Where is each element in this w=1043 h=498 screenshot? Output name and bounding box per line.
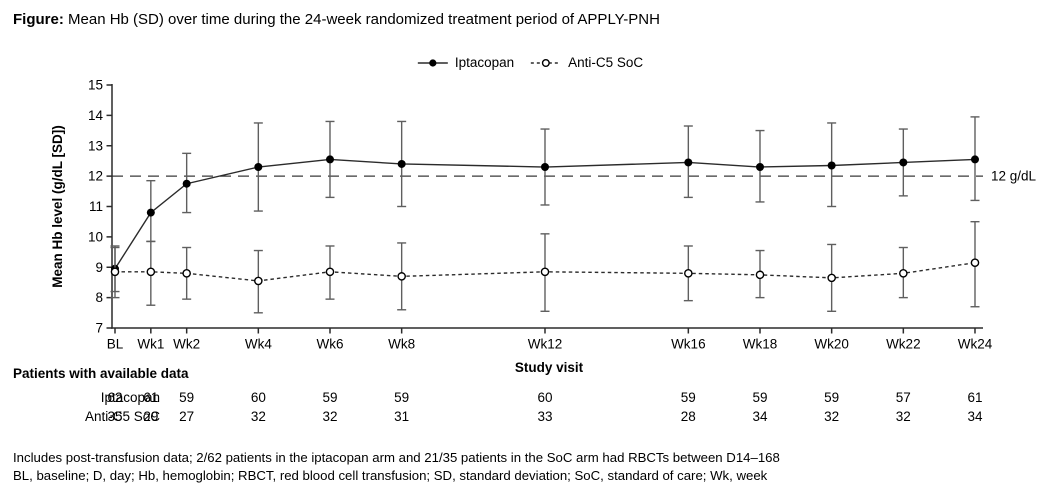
data-point-anti-c5-soc	[827, 273, 836, 283]
footnote-line-2: BL, baseline; D, day; Hb, hemoglobin; RB…	[13, 468, 768, 483]
table-cell-iptacopan-wk18: 59	[752, 390, 768, 405]
series-line-anti-c5-soc	[115, 262, 976, 282]
x-tick-label: Wk2	[173, 337, 200, 352]
table-cell-anti-c5-soc-wk22: 32	[895, 409, 911, 424]
data-point-iptacopan	[182, 179, 191, 188]
x-tick-label: Wk24	[958, 337, 993, 352]
footnote-line-1: Includes post-transfusion data; 2/62 pat…	[13, 450, 780, 465]
table-cell-anti-c5-soc-wk18: 34	[752, 409, 768, 424]
data-point-iptacopan	[899, 158, 908, 167]
table-cell-anti-c5-soc-wk4: 32	[250, 409, 266, 424]
x-tick-label: Wk18	[743, 337, 778, 352]
x-tick-label: Wk8	[388, 337, 415, 352]
table-cell-iptacopan-wk20: 59	[824, 390, 840, 405]
table-row-label-iptacopan: Iptacopan	[100, 390, 160, 405]
table-cell-anti-c5-soc-wk1: 29	[143, 409, 159, 424]
data-point-anti-c5-soc	[684, 269, 693, 278]
x-axis-title: Study visit	[514, 360, 584, 375]
y-axis-title: Mean Hb level (g/dL [SD])	[50, 125, 65, 288]
data-point-iptacopan	[397, 159, 406, 168]
legend-item-anti-c5-soc: Anti-C5 SoC	[530, 55, 643, 70]
legend-label-iptacopan: Iptacopan	[454, 55, 515, 70]
data-point-iptacopan	[755, 163, 764, 172]
figure-title-prefix: Figure:	[13, 11, 64, 28]
table-cell-iptacopan-wk8: 59	[394, 390, 410, 405]
chart-legend: Iptacopan Anti-C5 SoC	[417, 55, 643, 70]
y-tick-label: 11	[89, 199, 103, 214]
table-cell-anti-c5-soc-bl: 35	[107, 409, 123, 424]
data-point-anti-c5-soc	[182, 269, 191, 278]
table-row-label-anti-c5-soc: Anti-C5 SoC	[84, 409, 160, 424]
data-point-anti-c5-soc	[146, 267, 156, 277]
data-point-anti-c5-soc	[755, 270, 765, 280]
y-tick-label: 14	[88, 108, 104, 123]
data-point-iptacopan	[827, 161, 836, 170]
y-tick-label: 9	[95, 260, 103, 275]
table-cell-anti-c5-soc-wk6: 32	[322, 409, 338, 424]
figure-title: Figure: Mean Hb (SD) over time during th…	[13, 11, 660, 28]
table-cell-iptacopan-wk2: 59	[179, 390, 195, 405]
series-line-iptacopan	[114, 158, 976, 270]
legend-item-iptacopan: Iptacopan	[417, 55, 514, 70]
data-point-anti-c5-soc	[540, 267, 550, 277]
figure-title-text: Mean Hb (SD) over time during the 24-wee…	[63, 11, 660, 28]
table-cell-anti-c5-soc-wk20: 32	[824, 409, 840, 424]
data-point-anti-c5-soc	[899, 269, 908, 278]
table-cell-iptacopan-wk6: 59	[322, 390, 338, 405]
x-tick-label: Wk4	[245, 337, 272, 352]
legend-label-anti-c5-soc: Anti-C5 SoC	[568, 55, 644, 70]
patients-table-header: Patients with available data	[13, 366, 189, 381]
table-cell-anti-c5-soc-wk24: 34	[967, 409, 983, 424]
table-cell-iptacopan-wk24: 61	[967, 390, 983, 405]
table-cell-iptacopan-wk12: 60	[537, 390, 553, 405]
solid-line-filled-circle-icon	[417, 58, 448, 67]
table-cell-anti-c5-soc-wk8: 31	[394, 409, 410, 424]
table-cell-iptacopan-wk16: 59	[680, 390, 696, 405]
y-tick-label: 15	[88, 78, 103, 93]
data-point-iptacopan	[325, 155, 334, 164]
y-tick-label: 10	[88, 229, 103, 244]
y-tick-label: 13	[88, 138, 103, 153]
dashed-line-open-circle-icon	[531, 58, 562, 67]
reference-line-label: 12 g/dL	[991, 169, 1037, 184]
data-point-anti-c5-soc	[254, 276, 263, 286]
data-point-iptacopan	[254, 163, 263, 172]
data-point-iptacopan	[970, 155, 979, 164]
data-point-anti-c5-soc	[110, 267, 120, 277]
table-cell-iptacopan-bl: 62	[107, 390, 123, 405]
data-point-anti-c5-soc	[970, 258, 980, 267]
table-cell-anti-c5-soc-wk16: 28	[680, 409, 696, 424]
table-cell-iptacopan-wk22: 57	[895, 390, 911, 405]
table-cell-anti-c5-soc-wk2: 27	[179, 409, 195, 424]
x-tick-label: Wk12	[528, 337, 563, 352]
x-tick-label: Wk6	[316, 337, 343, 352]
data-point-iptacopan	[146, 208, 155, 217]
table-cell-iptacopan-wk1: 61	[143, 390, 159, 405]
data-point-anti-c5-soc	[325, 267, 335, 277]
legend-marker	[429, 58, 437, 67]
x-tick-label: Wk1	[137, 337, 164, 352]
x-tick-label: Wk22	[886, 337, 921, 352]
legend-marker	[542, 58, 551, 67]
y-tick-label: 7	[95, 321, 103, 336]
x-tick-label: Wk20	[814, 337, 849, 352]
y-tick-label: 8	[95, 290, 103, 305]
x-tick-label: Wk16	[671, 337, 706, 352]
data-point-iptacopan	[684, 158, 693, 167]
x-tick-label: BL	[107, 337, 124, 352]
data-point-iptacopan	[540, 163, 549, 172]
data-point-anti-c5-soc	[397, 272, 406, 281]
table-cell-anti-c5-soc-wk12: 33	[537, 409, 553, 424]
table-cell-iptacopan-wk4: 60	[250, 390, 266, 405]
y-tick-label: 12	[88, 169, 103, 184]
